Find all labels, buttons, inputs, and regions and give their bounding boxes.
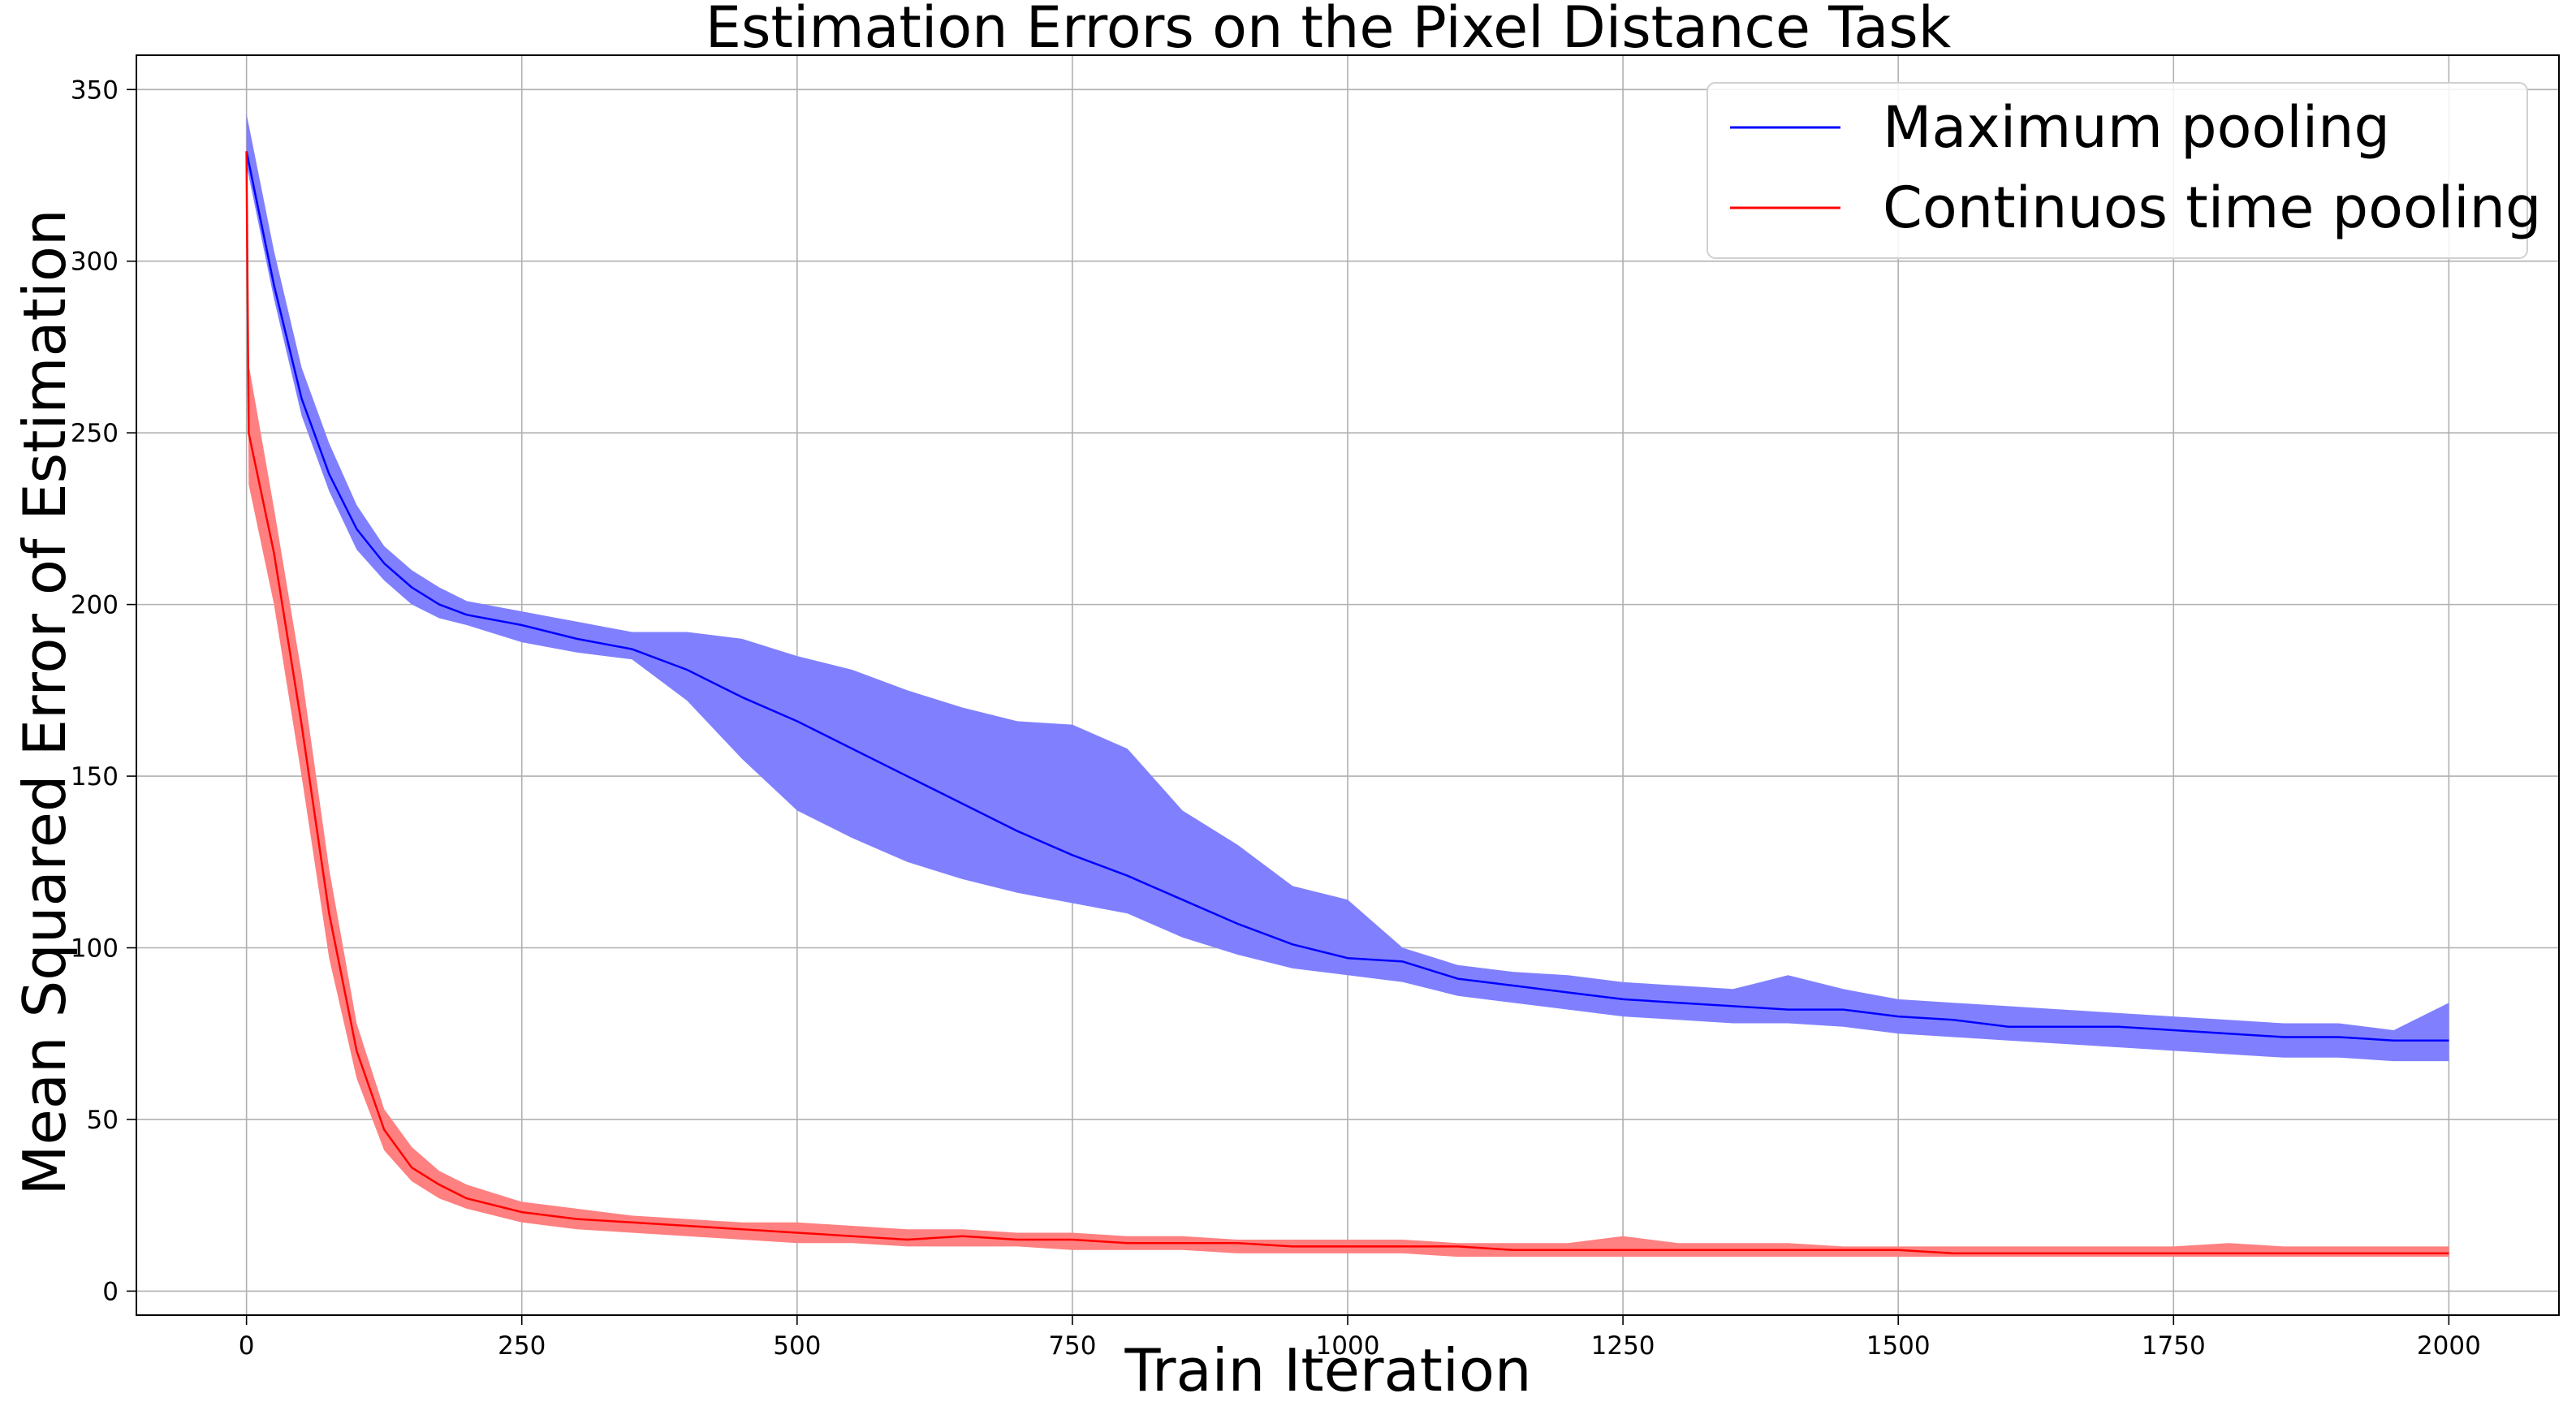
y-tick-label: 50 (87, 1106, 119, 1135)
x-tick-label: 1000 (1316, 1331, 1380, 1361)
x-tick-label: 500 (773, 1331, 821, 1361)
x-tick-label: 1750 (2142, 1331, 2206, 1361)
y-tick-label: 0 (102, 1277, 119, 1306)
x-tick-label: 2000 (2417, 1331, 2481, 1361)
x-axis-ticks: 0 250 500 750 1000 1250 1500 1750 2000 (239, 1315, 2481, 1361)
y-tick-label: 200 (71, 591, 119, 620)
series-lines (245, 151, 2449, 1255)
x-tick-label: 750 (1048, 1331, 1096, 1361)
legend: Maximum pooling Continuos time pooling (1707, 82, 2541, 259)
x-axis-label: Train Iteration (1124, 1336, 1531, 1402)
x-tick-label: 1250 (1591, 1331, 1655, 1361)
x-tick-label: 250 (498, 1331, 546, 1361)
y-tick-label: 350 (71, 75, 119, 105)
y-tick-label: 250 (71, 419, 119, 448)
legend-box (1707, 82, 2528, 259)
grid (136, 55, 2559, 1315)
y-tick-label: 300 (71, 248, 119, 277)
x-tick-label: 0 (239, 1331, 255, 1361)
y-axis-label: Mean Squared Error of Estimation (11, 209, 79, 1195)
chart-title: Estimation Errors on the Pixel Distance … (705, 0, 1952, 61)
legend-label-maximum-pooling: Maximum pooling (1883, 94, 2390, 161)
y-tick-label: 100 (71, 934, 119, 964)
y-tick-label: 150 (71, 762, 119, 792)
legend-label-continuous-time-pooling: Continuos time pooling (1883, 175, 2541, 241)
x-tick-label: 1500 (1866, 1331, 1931, 1361)
y-axis-ticks: 0 50 100 150 200 250 300 350 (71, 75, 136, 1306)
line-continuos-time-pooling (245, 151, 2449, 1255)
